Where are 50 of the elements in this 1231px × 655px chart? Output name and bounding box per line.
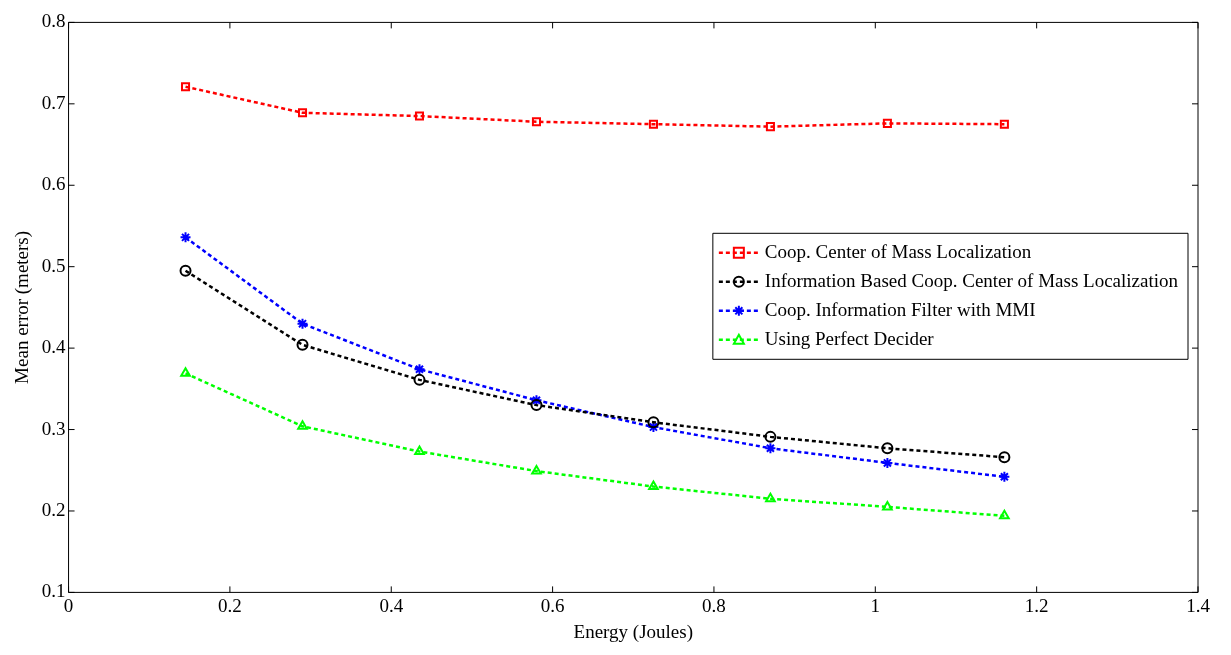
y-tick-label: 0.2 bbox=[41, 498, 66, 520]
point bbox=[297, 108, 308, 118]
point bbox=[648, 119, 658, 129]
y-tick-label: 0.5 bbox=[41, 254, 66, 276]
y-tick-label: 0.8 bbox=[41, 10, 66, 32]
y-axis-title: Mean error (meters) bbox=[11, 230, 34, 384]
point bbox=[999, 509, 1010, 520]
point bbox=[179, 264, 192, 277]
point bbox=[998, 470, 1011, 483]
x-tick-label: 1.4 bbox=[1186, 594, 1211, 616]
x-tick-label: 0.4 bbox=[379, 594, 404, 616]
point bbox=[530, 399, 543, 412]
point bbox=[297, 420, 308, 430]
y-tick-label: 0.4 bbox=[41, 336, 67, 358]
point bbox=[531, 117, 541, 127]
point bbox=[647, 416, 660, 429]
x-tick-label: 0.8 bbox=[702, 594, 726, 616]
x-tick-label: 1 bbox=[870, 594, 881, 616]
x-axis-title: Energy (Joules) bbox=[573, 620, 693, 643]
point bbox=[998, 451, 1011, 464]
point bbox=[180, 367, 191, 377]
point bbox=[764, 430, 777, 443]
y-tick-label: 0.3 bbox=[41, 417, 66, 439]
point bbox=[179, 231, 192, 244]
point bbox=[531, 465, 542, 475]
point bbox=[296, 317, 309, 330]
point bbox=[765, 492, 776, 503]
point bbox=[882, 118, 892, 128]
point bbox=[765, 122, 775, 132]
point bbox=[296, 338, 309, 351]
point bbox=[999, 119, 1009, 129]
point bbox=[881, 442, 894, 455]
y-tick-label: 0.6 bbox=[41, 173, 66, 195]
point bbox=[180, 82, 191, 92]
y-tick-label: 0.7 bbox=[41, 91, 66, 113]
point bbox=[764, 442, 777, 455]
x-tick-label: 0.6 bbox=[540, 594, 565, 616]
point bbox=[648, 480, 659, 491]
legend-label: Information Based Coop. Center of Mass Localization bbox=[764, 269, 1179, 291]
point bbox=[414, 445, 425, 456]
point bbox=[413, 373, 426, 386]
x-tick-label: 1.2 bbox=[1024, 594, 1049, 616]
legend-label: Coop. Information Filter with MMI bbox=[764, 298, 1036, 320]
y-tick-label: 0.1 bbox=[41, 580, 66, 602]
x-tick-label: 0.2 bbox=[218, 594, 242, 616]
x-tick-label: 0 bbox=[63, 594, 74, 616]
point bbox=[414, 111, 425, 121]
point bbox=[882, 500, 893, 511]
legend-label: Using Perfect Decider bbox=[764, 327, 935, 349]
legend-label: Coop. Center of Mass Localization bbox=[764, 240, 1032, 262]
